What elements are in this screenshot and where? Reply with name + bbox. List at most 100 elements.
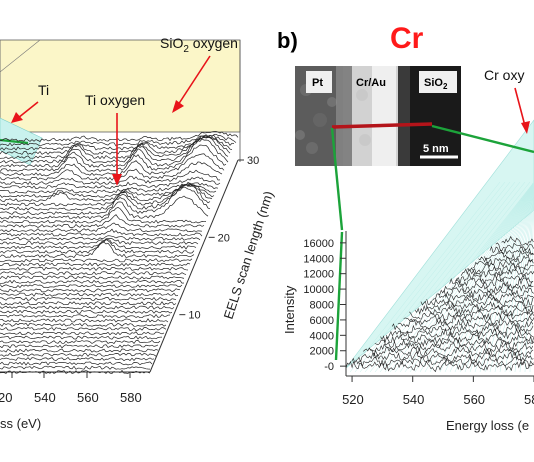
trace-b-19 (455, 272, 533, 285)
x-tick-label-a-3: 580 (120, 390, 142, 405)
trace-b-4 (368, 341, 534, 353)
green-connector-b-right (431, 124, 534, 154)
trace-a-44 (0, 169, 221, 186)
trace-a-12 (0, 318, 169, 323)
inset-label-sio2: SiO2 (424, 77, 448, 91)
slope-line-b-17 (434, 181, 534, 373)
x-ticks-a: 20 540 560 580 (0, 372, 142, 405)
trace-a-18 (0, 292, 179, 297)
inset-label-sio2-base: SiO (424, 77, 443, 89)
trace-b-18 (449, 277, 534, 289)
trace-a-7 (0, 339, 161, 344)
annotation-ti: Ti (38, 82, 49, 98)
y-tick-label-b-4: 8000 (310, 300, 334, 312)
trace-b-13 (420, 299, 534, 312)
trace-a-6 (0, 344, 159, 349)
trace-a-23 (0, 271, 187, 276)
panel-a: 10 20 30 EELS scan length (nm) 20 540 560 580… (0, 35, 276, 431)
trace-b-26 (495, 242, 534, 251)
slope-line-b-10 (399, 181, 534, 373)
trace-b-2 (357, 351, 534, 364)
element-title-cr: Cr (390, 22, 424, 55)
trace-b-16 (438, 286, 534, 299)
slope-line-b-27 (484, 181, 534, 373)
inset-transition-1 (336, 66, 356, 166)
trace-a-8 (0, 335, 163, 340)
x-tick-label-b-3: 58 (524, 392, 534, 407)
slope-line-b-18 (439, 181, 534, 373)
side-plane-b (345, 119, 534, 369)
trace-a-26 (0, 258, 193, 263)
slope-line-b-25 (474, 181, 534, 373)
trace-a-19 (0, 288, 181, 293)
trace-a-32 (0, 228, 203, 237)
trace-b-12 (414, 304, 534, 317)
x-tick-label-a-1: 540 (34, 390, 56, 405)
slope-line-b-11 (404, 181, 534, 373)
panel-b: b) Cr Pt Cr/Au SiO2 5 nm (277, 22, 534, 433)
z-tick-label-1: 20 (218, 232, 230, 244)
inset-label-pt: Pt (312, 77, 323, 89)
slope-line-b-3 (364, 181, 516, 373)
y-tick-label-b-5: 10000 (303, 284, 334, 296)
trace-a-13 (0, 313, 171, 319)
slope-line-b-9 (394, 181, 534, 373)
slope-line-b-19 (444, 181, 534, 373)
tem-inset: Pt Cr/Au SiO2 5 nm (295, 66, 461, 166)
green-connector-a (0, 138, 29, 145)
inset-label-sio2-bg (419, 71, 457, 93)
trace-a-20 (0, 284, 183, 289)
trace-a-5 (0, 348, 159, 353)
slope-line-b-5 (374, 181, 526, 373)
x-tick-label-b-2: 560 (463, 392, 485, 407)
trace-a-48 (0, 138, 229, 168)
slope-line-b-31 (504, 181, 534, 373)
slope-line-b-12 (409, 181, 534, 373)
trace-b-22 (472, 259, 534, 270)
trace-a-24 (0, 266, 189, 272)
trace-b-6 (380, 333, 534, 345)
green-connector-b-left2 (334, 231, 344, 361)
y-tick-label-b-7: 14000 (303, 253, 334, 265)
y-tick-label-b-8: 16000 (303, 238, 334, 250)
trace-b-17 (443, 281, 534, 293)
annotation-sio2-rest: oxygen (189, 35, 238, 51)
trace-a-49 (0, 135, 229, 164)
trace-a-25 (0, 262, 191, 267)
trace-a-33 (0, 222, 203, 233)
arrow-ti-oxygen (112, 113, 122, 186)
trace-b-25 (489, 245, 534, 256)
slope-line-b-21 (454, 181, 534, 373)
trace-a-53 (0, 133, 237, 147)
trace-b-27 (501, 235, 534, 246)
trace-a-54 (0, 130, 239, 142)
z-tick-label-0: 10 (188, 310, 200, 322)
trace-b-15 (432, 292, 534, 303)
trace-b-23 (478, 255, 534, 265)
slope-line-b-36 (529, 181, 534, 373)
slope-line-b-14 (419, 181, 534, 373)
y-tick-label-b-0: -0 (324, 361, 334, 373)
trace-a-16 (0, 301, 177, 306)
panel-letter-b: b) (277, 28, 298, 53)
trace-b-24 (484, 250, 533, 261)
inset-label-pt-bg (306, 71, 332, 93)
trace-a-22 (0, 275, 185, 280)
trace-a-34 (0, 214, 205, 228)
annotation-sio2-sub: 2 (183, 44, 189, 55)
y-ticks-b: -0 2000 4000 6000 8000 10000 12000 14000 16000 (303, 238, 346, 373)
x-ticks-b: 520 540 560 58 (342, 376, 534, 407)
z-ticks-a: 10 20 30 (179, 155, 259, 322)
z-axis (149, 159, 239, 373)
trace-b-5 (374, 338, 534, 349)
slope-line-b-24 (469, 181, 534, 373)
slope-line-b-1 (354, 181, 506, 373)
trace-a-17 (0, 296, 177, 301)
inset-scan-line (331, 122, 433, 129)
y-axis-label-b: Intensity (282, 285, 297, 334)
trace-a-14 (0, 309, 173, 314)
trace-b-21 (466, 263, 534, 276)
trace-a-27 (0, 241, 195, 258)
y-tick-label-b-1: 2000 (310, 346, 334, 358)
